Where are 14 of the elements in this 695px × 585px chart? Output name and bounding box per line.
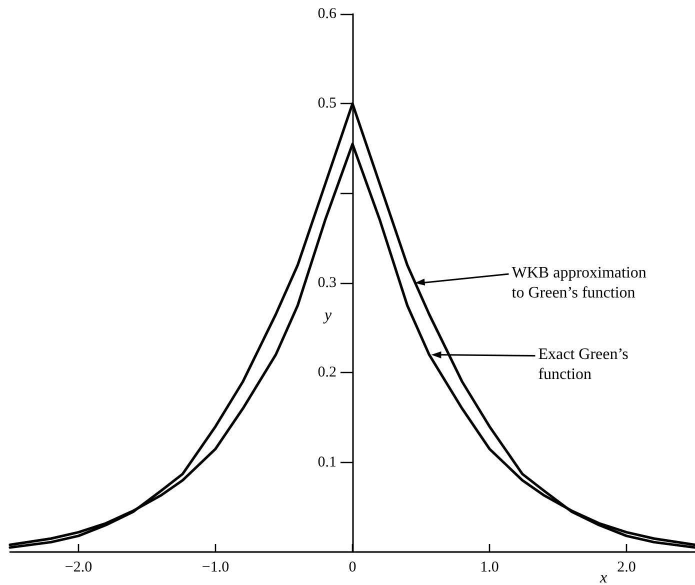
annotation: Exact Green’s function (538, 346, 628, 384)
y-tick-label: 0.6 (318, 6, 337, 22)
y-axis-title: y (322, 306, 332, 324)
x-axis-title: x (599, 570, 608, 585)
y-tick-label: 0.1 (318, 454, 336, 470)
y-tick-label: 0.5 (318, 96, 336, 112)
y-tick-label: 0.3 (318, 275, 336, 291)
y-tick-label: 0.2 (318, 364, 336, 381)
x-tick-label: 1.0 (480, 560, 499, 576)
x-tick-label: −1.0 (202, 560, 230, 576)
x-tick-label: −2.0 (64, 560, 92, 576)
annotation: WKB approximation to Green’s function (512, 264, 646, 302)
x-tick-label: 2.0 (617, 560, 636, 576)
x-tick-label: 0 (348, 560, 356, 576)
